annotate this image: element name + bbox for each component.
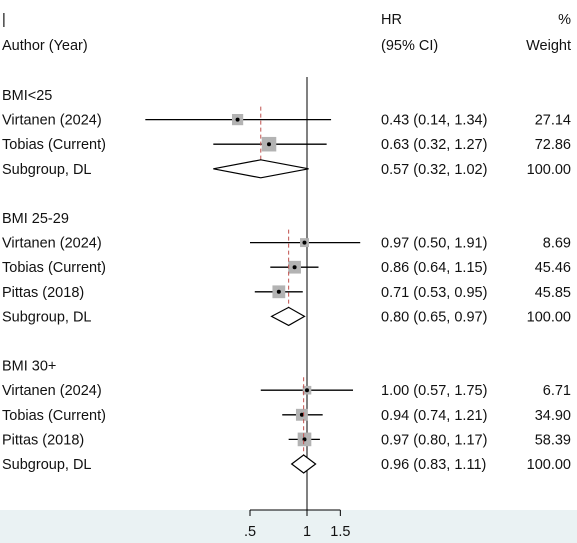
pooled-name: Subgroup, DL [2, 309, 91, 325]
hr-column-header-line2: (95% CI) [381, 38, 438, 54]
forest-rows: BMI<25 Virtanen (2024) 0.43 (0.14, 1.34) 27… [2, 88, 571, 474]
study-name: Tobias (Current) [2, 408, 106, 424]
axis-band [0, 510, 577, 543]
study-point-estimate [267, 142, 272, 147]
study-name: Pittas (2018) [2, 432, 84, 448]
study-weight: 34.90 [535, 408, 571, 424]
study-hr-ci: 1.00 (0.57, 1.75) [381, 383, 487, 399]
study-point-estimate [299, 412, 304, 417]
study-weight: 72.86 [535, 137, 571, 153]
study-column-header: Author (Year) [2, 38, 88, 54]
study-weight: 45.46 [535, 260, 571, 276]
pooled-diamond [290, 454, 317, 474]
pooled-weight: 100.00 [527, 162, 571, 178]
study-name: Tobias (Current) [2, 260, 106, 276]
study-point-estimate [276, 289, 281, 294]
top-mark: | [2, 12, 6, 28]
study-name: Virtanen (2024) [2, 236, 102, 252]
study-weight: 8.69 [543, 236, 571, 252]
study-point-estimate [235, 117, 240, 122]
x-tick-label: 1.5 [330, 524, 350, 540]
x-tick-label: .5 [244, 524, 256, 540]
study-name: Virtanen (2024) [2, 383, 102, 399]
pooled-hr-ci: 0.57 (0.32, 1.02) [381, 162, 487, 178]
subgroup-label: BMI 30+ [2, 359, 56, 375]
study-point-estimate [292, 265, 297, 270]
pooled-weight: 100.00 [527, 457, 571, 473]
subgroup-label: BMI 25-29 [2, 211, 69, 227]
pooled-hr-ci: 0.96 (0.83, 1.11) [381, 457, 486, 473]
pooled-name: Subgroup, DL [2, 162, 91, 178]
study-name: Pittas (2018) [2, 285, 84, 301]
study-weight: 6.71 [543, 383, 571, 399]
pooled-diamond [270, 306, 306, 327]
study-weight: 58.39 [535, 432, 571, 448]
study-name: Tobias (Current) [2, 137, 106, 153]
study-hr-ci: 0.86 (0.64, 1.15) [381, 260, 487, 276]
study-name: Virtanen (2024) [2, 113, 102, 129]
study-point-estimate [302, 240, 307, 245]
weight-column-header-line2: Weight [526, 38, 571, 54]
x-tick-label: 1 [303, 524, 311, 540]
hr-column-header-line1: HR [381, 12, 402, 28]
x-axis: .5 1 1.5 [244, 509, 350, 540]
study-weight: 27.14 [535, 113, 571, 129]
subgroup-label: BMI<25 [2, 88, 52, 104]
weight-column-header-line1: % [558, 12, 571, 28]
study-hr-ci: 0.97 (0.80, 1.17) [381, 432, 487, 448]
study-hr-ci: 0.43 (0.14, 1.34) [381, 113, 487, 129]
study-point-estimate [305, 388, 309, 393]
study-hr-ci: 0.94 (0.74, 1.21) [381, 408, 487, 424]
study-weight: 45.85 [535, 285, 571, 301]
study-hr-ci: 0.63 (0.32, 1.27) [381, 137, 487, 153]
pooled-diamond [213, 159, 309, 179]
pooled-weight: 100.00 [527, 309, 571, 325]
pooled-hr-ci: 0.80 (0.65, 0.97) [381, 309, 487, 325]
study-hr-ci: 0.97 (0.50, 1.91) [381, 236, 487, 252]
pooled-name: Subgroup, DL [2, 457, 91, 473]
study-point-estimate [302, 437, 307, 442]
study-hr-ci: 0.71 (0.53, 0.95) [381, 285, 487, 301]
